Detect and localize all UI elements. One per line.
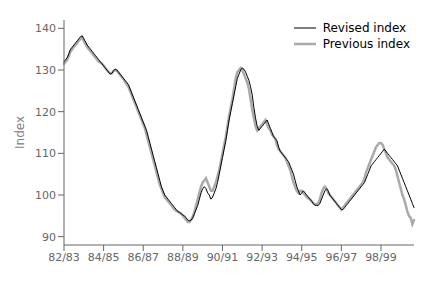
svg-text:96/97: 96/97 bbox=[326, 251, 358, 264]
svg-text:Index: Index bbox=[13, 116, 27, 149]
svg-text:82/83: 82/83 bbox=[48, 251, 80, 264]
html-text:Previous index: Previous index bbox=[322, 37, 410, 51]
svg-text:120: 120 bbox=[35, 106, 56, 119]
svg-text:88/89: 88/89 bbox=[167, 251, 199, 264]
svg-text:86/87: 86/87 bbox=[127, 251, 159, 264]
svg-text:84/85: 84/85 bbox=[88, 251, 120, 264]
svg-text:110: 110 bbox=[35, 147, 56, 160]
svg-text:94/95: 94/95 bbox=[286, 251, 318, 264]
html-text:Revised index: Revised index bbox=[322, 21, 407, 35]
svg-text:90/91: 90/91 bbox=[207, 251, 239, 264]
svg-text:130: 130 bbox=[35, 64, 56, 77]
svg-text:98/99: 98/99 bbox=[365, 251, 397, 264]
svg-text:100: 100 bbox=[35, 189, 56, 202]
svg-text:140: 140 bbox=[35, 22, 56, 35]
svg-text:92/93: 92/93 bbox=[246, 251, 278, 264]
svg-text:90: 90 bbox=[42, 231, 56, 244]
